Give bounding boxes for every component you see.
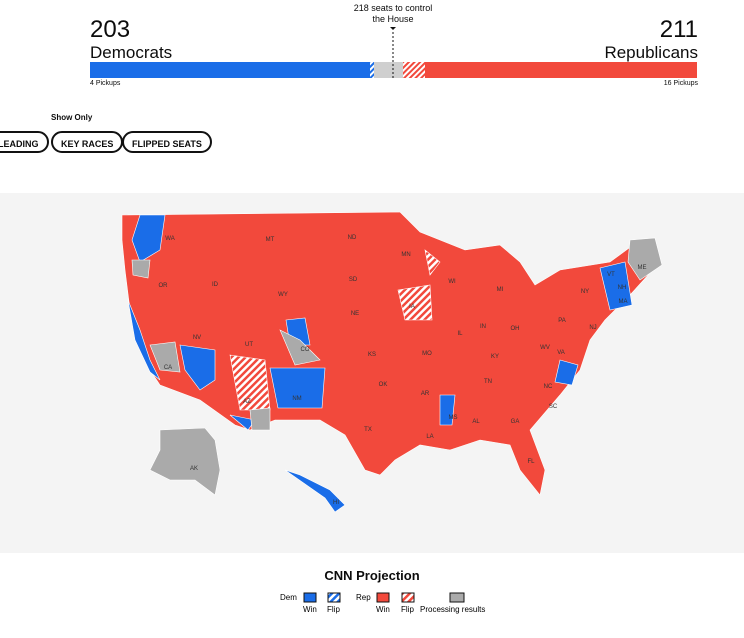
legend-label: Flip	[401, 605, 414, 614]
state-label: MS	[449, 415, 458, 421]
state-label: NV	[193, 335, 201, 341]
dem-seats: 203	[90, 16, 131, 43]
state-label: LA	[426, 434, 433, 440]
state-label: MO	[422, 351, 432, 357]
hawaii	[284, 469, 346, 513]
state-label: AR	[421, 391, 430, 397]
state-label: CA	[164, 365, 172, 371]
processing-region	[279, 329, 321, 366]
processing-region	[149, 341, 181, 373]
state-label: NC	[544, 384, 553, 390]
state-label: PA	[558, 318, 566, 324]
dem-region	[269, 367, 326, 409]
state-label: IL	[457, 331, 463, 337]
dem-region	[599, 261, 633, 311]
processing-region	[627, 237, 663, 281]
marker	[390, 27, 396, 30]
state-label: WA	[165, 236, 174, 242]
rep-win	[425, 62, 697, 78]
state-label: TN	[484, 379, 492, 385]
state-label: OR	[159, 283, 169, 289]
alaska	[149, 427, 221, 496]
state-label: VA	[557, 350, 565, 356]
control-line: the House	[372, 14, 414, 24]
state-label: IN	[480, 324, 486, 330]
state-label: MA	[619, 299, 628, 305]
legend-swatch	[303, 592, 317, 603]
legend-swatch	[401, 592, 415, 603]
state-label: TX	[364, 427, 372, 433]
seat-bar	[90, 27, 697, 78]
dem-win	[90, 62, 370, 78]
legend-swatch	[327, 592, 341, 603]
dem-region	[127, 299, 161, 381]
state-label: WY	[278, 292, 288, 298]
dem-pickups: 4 Pickups	[90, 80, 121, 87]
state-label: VT	[607, 272, 615, 278]
control-line: 218 seats to control	[353, 3, 433, 13]
filter-title: Show Only	[51, 113, 93, 122]
state-label: MN	[401, 252, 410, 258]
dem-name: Democrats	[90, 43, 173, 62]
state-label: OK	[379, 382, 388, 388]
state-label: KY	[491, 354, 499, 360]
control-note: 218 seats to control the House	[333, 3, 453, 25]
state-label: MT	[266, 237, 275, 243]
dem-region	[439, 394, 456, 426]
processing-region	[249, 407, 271, 431]
flip-region	[424, 249, 441, 276]
state-label: SC	[549, 404, 558, 410]
state-label: ND	[348, 235, 357, 241]
state-label: ME	[638, 265, 647, 271]
state-label: AZ	[243, 399, 251, 405]
filter-button[interactable]: KEY RACES	[51, 131, 124, 153]
filter-button[interactable]: FLIPPED SEATS	[122, 131, 212, 153]
state-label: GA	[511, 419, 520, 425]
legend-swatch	[376, 592, 390, 603]
state-label: NJ	[589, 325, 596, 331]
rep-name: Republicans	[604, 43, 698, 62]
state-label: IA	[409, 304, 415, 310]
dem-flip	[370, 62, 374, 78]
state-label: UT	[245, 342, 253, 348]
state-label: OH	[511, 326, 520, 332]
undecided	[374, 62, 403, 78]
state-label: NM	[292, 396, 301, 402]
rep-seats: 211	[659, 16, 698, 43]
state-label: WI	[448, 279, 456, 285]
legend-label: Dem	[280, 593, 297, 602]
map: WA MT ND MN OR ID WY SD WI MI NY VT NH ME MA NV UT CO NE IA…	[0, 193, 744, 553]
dem-region	[131, 214, 166, 263]
state-label: KS	[368, 352, 376, 358]
state-label: AK	[190, 466, 198, 472]
legend-label: Win	[303, 605, 317, 614]
state-label: SD	[349, 277, 358, 283]
dem-region	[554, 359, 579, 386]
legend-label: Flip	[327, 605, 340, 614]
legend: Dem Win Flip Rep Win Flip Processing res…	[280, 592, 485, 614]
rep-pickups: 16 Pickups	[663, 80, 698, 87]
dem-region	[179, 344, 216, 391]
state-label: FL	[527, 459, 535, 465]
state-label: ID	[212, 282, 219, 288]
state-label: AL	[472, 419, 480, 425]
state-label: CO	[301, 347, 310, 353]
state-label: NY	[581, 289, 589, 295]
filter-button[interactable]: LEADING	[0, 131, 49, 153]
legend-label: Win	[376, 605, 390, 614]
state-label: MI	[497, 287, 504, 293]
legend-label: Processing results	[420, 605, 485, 614]
state-label: WV	[540, 345, 550, 351]
rep-flip	[403, 62, 425, 78]
state-label: NH	[618, 285, 627, 291]
legend-swatch	[449, 592, 465, 603]
state-label: HI	[333, 500, 339, 506]
legend-label: Rep	[356, 593, 371, 602]
state-label: NE	[351, 311, 359, 317]
flip-region	[397, 284, 433, 321]
processing-region	[131, 259, 151, 279]
legend-title: CNN Projection	[324, 568, 420, 583]
